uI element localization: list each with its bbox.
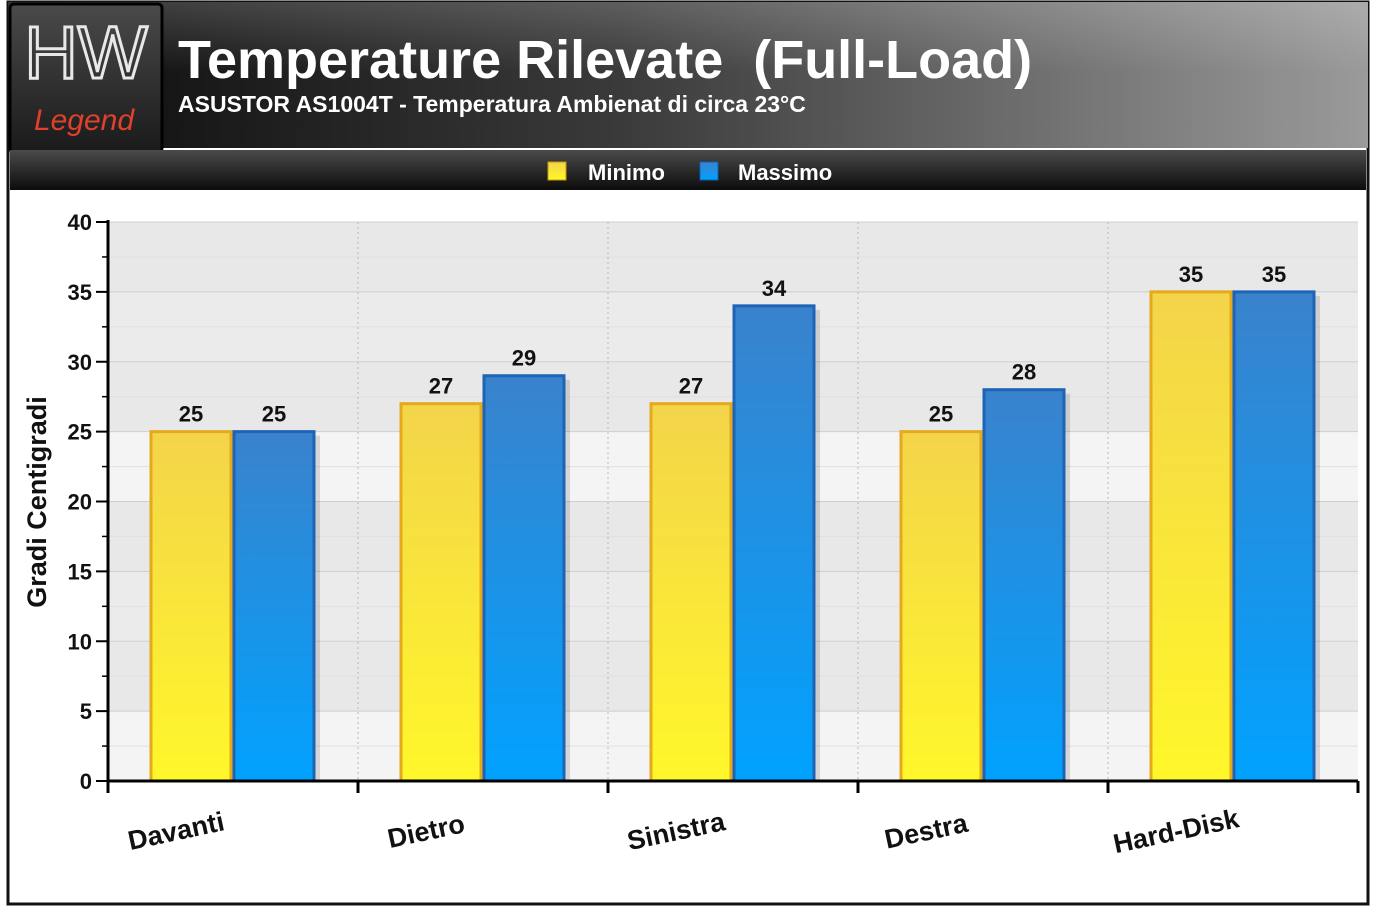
bar-massimo-dietro [482,374,566,783]
data-label: 35 [1262,262,1286,287]
y-tick-label: 5 [80,699,92,724]
y-axis-label: Gradi Centigradi [22,396,52,608]
y-tick-label: 30 [68,350,92,375]
bars [149,290,1320,783]
bar-minimo-davanti [149,430,233,783]
logo-word: Legend [34,104,135,137]
data-label: 27 [679,374,703,399]
bar-massimo-sinistra [732,304,816,783]
y-tick-label: 10 [68,629,92,654]
y-tick-label: 20 [68,490,92,515]
legend-swatch-massimo [699,161,719,181]
logo: HW Legend [8,2,164,154]
logo-mark: HW [24,11,147,94]
chart-title: Temperature Rilevate (Full-Load) [178,30,1032,90]
data-label: 25 [179,402,203,427]
legend: Minimo Massimo [10,150,1366,190]
bar-minimo-destra [899,430,983,783]
y-tick-label: 0 [80,769,92,794]
y-tick-label: 40 [68,210,92,235]
data-label: 35 [1179,262,1203,287]
header-gloss [8,2,1368,72]
data-label: 25 [262,402,286,427]
y-tick-label: 15 [68,559,92,584]
legend-label-minimo: Minimo [588,160,665,185]
data-label: 29 [512,346,536,371]
bar-massimo-davanti [232,430,316,783]
bar-minimo-sinistra [649,402,733,783]
header: Temperature Rilevate (Full-Load) ASUSTOR… [8,2,1368,148]
legend-swatch-minimo [547,161,567,181]
data-label: 34 [762,276,787,301]
legend-bar [10,150,1366,190]
bar-minimo-hard-disk [1149,290,1233,783]
axes: 0 5 10 15 20 25 30 35 40 [68,210,1360,794]
bar-massimo-hard-disk [1232,290,1316,783]
y-tick-label: 25 [68,420,92,445]
data-label: 28 [1012,360,1036,385]
y-tick-label: 35 [68,280,92,305]
bar-massimo-destra [982,388,1066,783]
bar-minimo-dietro [399,402,483,783]
data-label: 25 [929,402,953,427]
data-label: 27 [429,374,453,399]
chart-subtitle: ASUSTOR AS1004T - Temperatura Ambienat d… [178,91,806,117]
legend-label-massimo: Massimo [738,160,832,185]
